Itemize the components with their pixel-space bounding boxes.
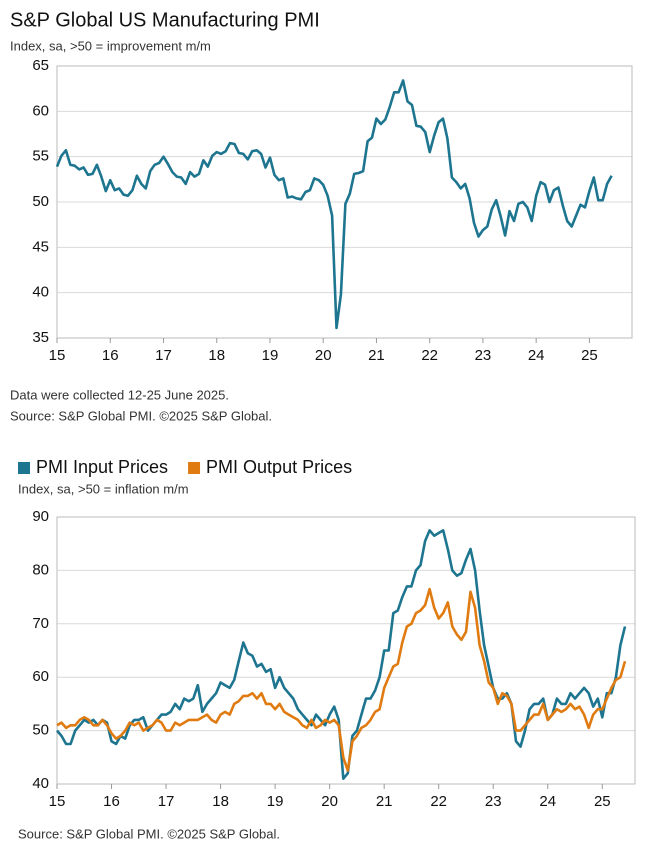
y-tick-label: 45 — [32, 238, 49, 255]
plot-frame — [56, 65, 633, 339]
x-tick-label: 18 — [208, 347, 225, 364]
y-tick-label: 40 — [32, 775, 49, 792]
legend-label: PMI Output Prices — [206, 457, 352, 477]
y-tick-label: 50 — [32, 193, 49, 210]
y-tick-label: 55 — [32, 148, 49, 165]
x-tick-label: 22 — [421, 347, 438, 364]
x-tick-label: 20 — [321, 793, 338, 810]
x-tick-label: 24 — [528, 347, 545, 364]
x-tick-label: 20 — [315, 347, 332, 364]
chart-title: S&P Global US Manufacturing PMI — [10, 9, 320, 31]
x-tick-label: 16 — [103, 793, 120, 810]
y-tick-label: 65 — [32, 57, 49, 74]
x-tick-label: 23 — [475, 347, 492, 364]
x-tick-label: 24 — [539, 793, 556, 810]
x-tick-label: 25 — [594, 793, 611, 810]
data-line — [55, 79, 613, 330]
chart-subtitle: Index, sa, >50 = inflation m/m — [18, 481, 189, 496]
x-tick-label: 21 — [368, 347, 385, 364]
y-tick-label: 35 — [32, 329, 49, 346]
x-tick-label: 18 — [212, 793, 229, 810]
legend-swatch — [188, 462, 201, 474]
plot-frame — [56, 516, 636, 785]
x-tick-label: 22 — [430, 793, 447, 810]
x-tick-label: 17 — [155, 347, 172, 364]
x-tick-label: 19 — [267, 793, 284, 810]
footnote: Data were collected 12-25 June 2025. — [10, 387, 229, 402]
y-tick-label: 40 — [32, 284, 49, 301]
footnote: Source: S&P Global PMI. ©2025 S&P Global… — [18, 826, 280, 841]
x-tick-label: 23 — [485, 793, 502, 810]
x-tick-label: 15 — [49, 347, 66, 364]
y-tick-label: 50 — [32, 722, 49, 739]
chart-subtitle: Index, sa, >50 = improvement m/m — [10, 38, 211, 53]
y-tick-label: 70 — [32, 615, 49, 632]
x-tick-label: 17 — [158, 793, 175, 810]
x-tick-label: 16 — [102, 347, 119, 364]
x-tick-label: 21 — [376, 793, 393, 810]
x-tick-label: 25 — [581, 347, 598, 364]
y-tick-label: 60 — [32, 668, 49, 685]
y-tick-label: 90 — [32, 508, 49, 525]
footnote: Source: S&P Global PMI. ©2025 S&P Global… — [10, 408, 272, 423]
y-tick-label: 80 — [32, 561, 49, 578]
x-tick-label: 15 — [49, 793, 66, 810]
x-tick-label: 19 — [262, 347, 279, 364]
legend-swatch — [18, 462, 30, 474]
data-line — [56, 587, 627, 772]
y-tick-label: 60 — [32, 102, 49, 119]
legend-label: PMI Input Prices — [36, 457, 168, 477]
